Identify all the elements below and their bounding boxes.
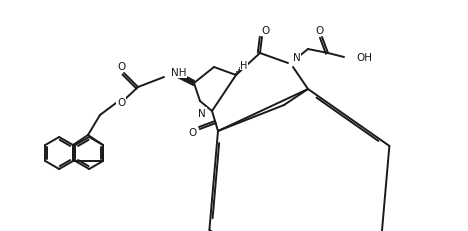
Text: O: O	[261, 26, 269, 36]
Text: O: O	[188, 128, 196, 137]
Text: N: N	[293, 53, 301, 63]
Text: OH: OH	[356, 53, 372, 63]
Text: N: N	[198, 109, 206, 119]
Text: O: O	[117, 97, 125, 108]
Text: H: H	[240, 61, 248, 71]
Text: O: O	[315, 26, 323, 36]
Text: O: O	[117, 62, 125, 72]
Polygon shape	[176, 72, 195, 86]
Text: NH: NH	[171, 68, 187, 78]
